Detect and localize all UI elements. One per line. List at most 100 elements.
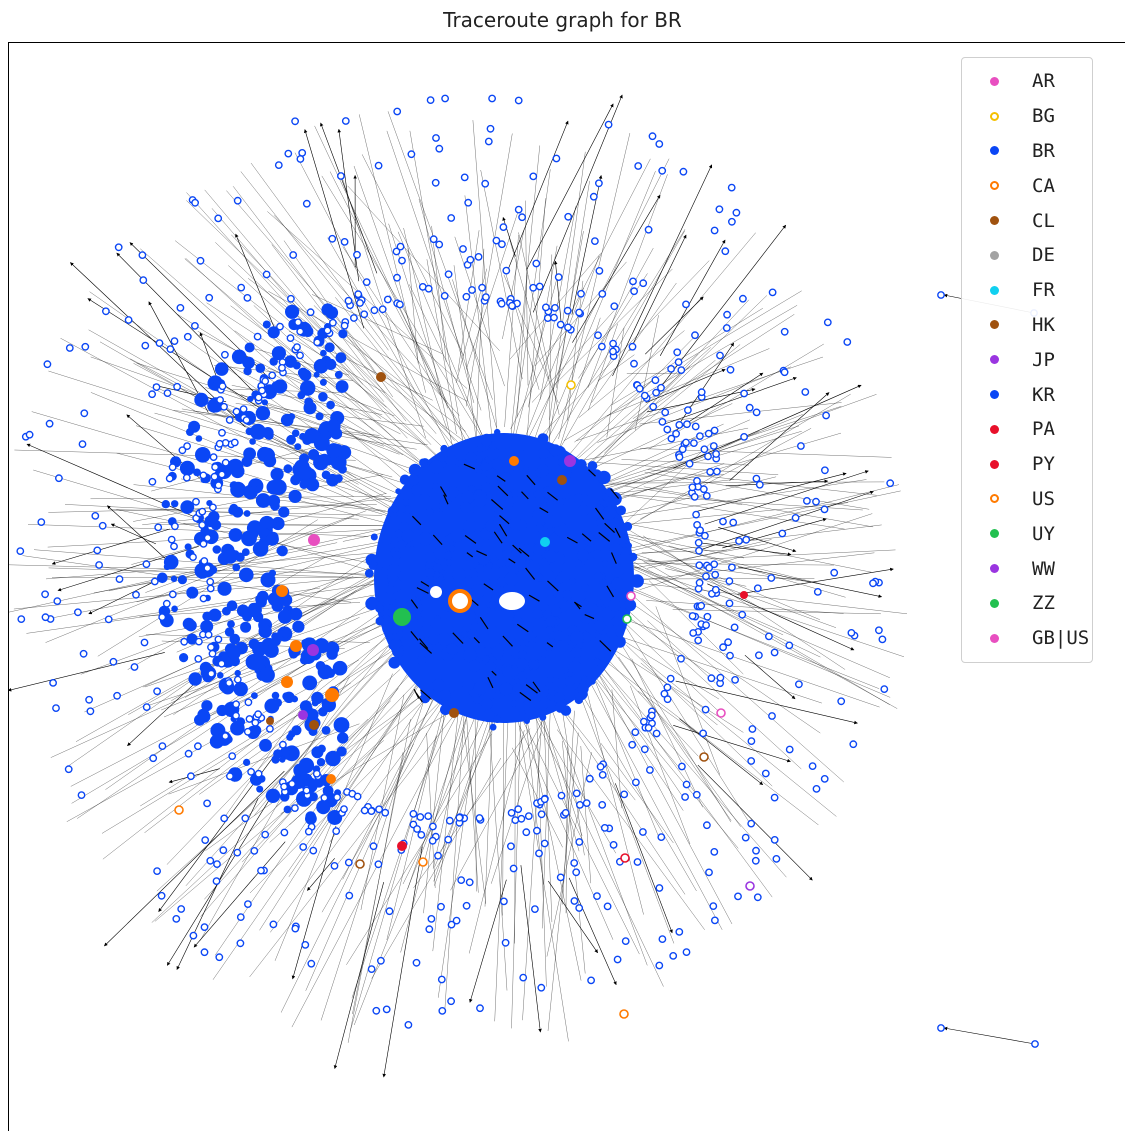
graph-node bbox=[533, 572, 543, 582]
graph-node bbox=[425, 568, 435, 578]
graph-node bbox=[411, 484, 423, 496]
graph-node bbox=[188, 420, 201, 433]
graph-node bbox=[481, 578, 492, 588]
graph-node bbox=[291, 924, 300, 933]
graph-node bbox=[213, 860, 221, 868]
edge bbox=[597, 366, 791, 443]
edge bbox=[637, 690, 706, 740]
graph-node-special bbox=[393, 608, 411, 626]
edge bbox=[599, 640, 612, 652]
graph-node bbox=[577, 549, 589, 562]
graph-node bbox=[723, 310, 731, 319]
graph-node bbox=[243, 510, 251, 517]
graph-node bbox=[780, 327, 789, 336]
graph-node bbox=[667, 364, 675, 373]
edge bbox=[439, 486, 448, 497]
graph-node bbox=[544, 550, 558, 563]
graph-node bbox=[324, 342, 335, 353]
graph-node bbox=[263, 454, 277, 468]
edge bbox=[598, 532, 611, 542]
graph-node bbox=[533, 489, 542, 498]
graph-node bbox=[592, 549, 603, 560]
graph-node bbox=[177, 575, 187, 585]
graph-node bbox=[823, 318, 832, 327]
graph-node bbox=[937, 1024, 945, 1032]
graph-node bbox=[428, 836, 437, 845]
graph-node bbox=[616, 505, 626, 516]
graph-node bbox=[747, 819, 756, 828]
edge bbox=[411, 515, 422, 526]
graph-node bbox=[236, 939, 245, 948]
graph-node bbox=[518, 650, 527, 660]
graph-node bbox=[186, 633, 198, 645]
legend-marker bbox=[990, 390, 999, 400]
graph-node bbox=[432, 653, 440, 660]
graph-node bbox=[302, 786, 311, 795]
graph-node bbox=[512, 616, 524, 628]
edge-arrow bbox=[235, 233, 276, 332]
edge bbox=[479, 616, 489, 630]
graph-node bbox=[447, 920, 456, 929]
graph-node bbox=[481, 436, 492, 447]
edge bbox=[597, 672, 733, 925]
edge-arrow bbox=[110, 523, 157, 545]
graph-node bbox=[741, 833, 750, 842]
graph-node bbox=[520, 628, 534, 642]
graph-node bbox=[297, 464, 313, 480]
edge bbox=[578, 330, 685, 418]
edge bbox=[522, 670, 546, 1021]
graph-node bbox=[690, 439, 698, 447]
edge bbox=[473, 637, 480, 644]
graph-node bbox=[540, 795, 549, 804]
graph-node bbox=[74, 608, 82, 617]
graph-node bbox=[392, 247, 401, 256]
edge bbox=[496, 475, 506, 482]
edge bbox=[508, 169, 551, 466]
edge bbox=[639, 402, 842, 425]
graph-node bbox=[598, 342, 606, 351]
edge bbox=[632, 314, 795, 419]
graph-node bbox=[392, 551, 402, 560]
graph-node bbox=[207, 643, 215, 652]
graph-node bbox=[407, 150, 416, 159]
graph-node bbox=[568, 577, 576, 585]
graph-node bbox=[697, 388, 706, 397]
graph-node bbox=[270, 467, 284, 481]
edge-arrow bbox=[107, 505, 171, 564]
graph-node bbox=[611, 616, 622, 627]
graph-node bbox=[210, 472, 219, 481]
graph-node bbox=[710, 226, 719, 235]
graph-node bbox=[463, 550, 474, 561]
edge bbox=[611, 689, 622, 808]
edge bbox=[138, 591, 391, 638]
graph-node bbox=[334, 370, 343, 379]
edge-arrow bbox=[629, 234, 687, 351]
legend-marker bbox=[990, 250, 999, 260]
graph-node-special bbox=[298, 710, 308, 720]
graph-node bbox=[259, 738, 272, 752]
graph-node-special bbox=[540, 537, 550, 547]
graph-node bbox=[388, 656, 401, 669]
graph-node bbox=[381, 534, 392, 545]
graph-node bbox=[271, 755, 280, 764]
edge bbox=[600, 743, 674, 844]
graph-node bbox=[466, 255, 475, 264]
graph-node bbox=[194, 392, 209, 407]
graph-node bbox=[705, 564, 713, 572]
graph-node bbox=[595, 179, 603, 188]
graph-node bbox=[338, 329, 348, 339]
graph-node bbox=[579, 461, 586, 468]
graph-node bbox=[519, 973, 528, 982]
graph-node bbox=[753, 584, 762, 593]
graph-node bbox=[17, 615, 26, 623]
edge bbox=[463, 463, 476, 470]
graph-node bbox=[712, 450, 720, 458]
graph-node bbox=[251, 718, 260, 727]
edge bbox=[181, 408, 417, 450]
graph-node bbox=[408, 463, 422, 477]
graph-node bbox=[602, 506, 617, 520]
graph-node bbox=[487, 625, 498, 637]
graph-node bbox=[182, 617, 195, 630]
edge bbox=[581, 533, 592, 542]
graph-node bbox=[316, 800, 331, 815]
